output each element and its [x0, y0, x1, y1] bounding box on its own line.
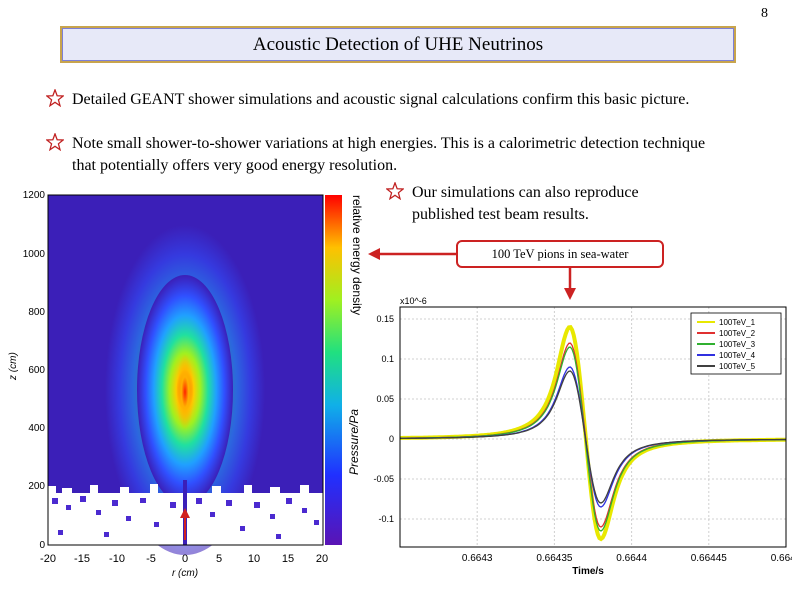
chart-legend: 100TeV_1 100TeV_2 100TeV_3 100TeV_4 100TeV_5 — [690, 312, 782, 375]
bullet-3: Our simulations can also reproduce publi… — [386, 182, 772, 226]
chart-xtick: 0.66445 — [691, 553, 728, 564]
bullet-1-text: Detailed GEANT shower simulations and ac… — [72, 91, 690, 108]
heatmap-ytick: 600 — [28, 365, 45, 376]
shower-heatmap: relative energy density 1200 1000 800 60… — [8, 190, 364, 579]
heatmap-yticks: 1200 1000 800 600 400 200 0 — [23, 190, 46, 551]
page-number: 8 — [761, 6, 768, 21]
callout-text: 100 TeV pions in sea-water — [491, 246, 629, 261]
heatmap-ytick: 200 — [28, 481, 45, 492]
chart-legend-label: 100TeV_1 — [719, 318, 756, 327]
chart-ylabel: Pressure/Pa — [347, 409, 361, 475]
heatmap-xtick: 0 — [182, 553, 188, 565]
heatmap-ytick: 800 — [28, 307, 45, 318]
chart-xtick: 0.6645 — [771, 553, 792, 564]
heatmap-frame — [47, 194, 324, 546]
arrow-to-chart-head — [564, 288, 576, 300]
heatmap-xtick: 5 — [216, 553, 222, 565]
heatmap-xtick: -10 — [109, 553, 125, 565]
chart-legend-label: 100TeV_5 — [719, 362, 756, 371]
heatmap-xtick: -15 — [74, 553, 90, 565]
chart-ticks: 0.6643 0.66435 0.6644 0.66445 0.6645 0.15 0.1 0… — [373, 314, 792, 564]
chart-ytick: 0.1 — [381, 354, 394, 364]
bullet-1: Detailed GEANT shower simulations and ac… — [46, 89, 752, 111]
heatmap-ytick: 400 — [28, 423, 45, 434]
chart-series — [400, 325, 786, 542]
heatmap-ylabel: z (cm) — [8, 352, 19, 381]
heatmap-ytick: 1000 — [23, 249, 46, 260]
chart-ytick: -0.05 — [373, 474, 394, 484]
chart-ytick: -0.1 — [378, 514, 394, 524]
chart-ytick: 0.05 — [376, 394, 394, 404]
bullet-2: Note small shower-to-shower variations a… — [46, 133, 712, 177]
beam-arrow-head — [180, 508, 190, 518]
callout-box: 100 TeV pions in sea-water — [456, 240, 664, 268]
star-bullet-icon — [46, 133, 64, 151]
heatmap-ytick: 0 — [39, 540, 45, 551]
chart-ytick: 0.15 — [376, 314, 394, 324]
colorbar — [325, 195, 342, 545]
heatmap-xtick: 15 — [282, 553, 294, 565]
heatmap-ytick: 1200 — [23, 190, 46, 201]
heatmap-xtick: 20 — [316, 553, 328, 565]
colorbar-label: relative energy density — [350, 195, 364, 315]
pressure-chart: Pressure/Pa x10^-6 Time/s 0.6643 0.66435 0… — [347, 296, 792, 577]
bullet-3-line-2: published test beam results. — [412, 206, 589, 223]
heatmap-bottom-fringe — [48, 484, 309, 494]
slide-title-text: Acoustic Detection of UHE Neutrinos — [252, 33, 544, 55]
heatmap-xtick: -20 — [40, 553, 56, 565]
slide-title: Acoustic Detection of UHE Neutrinos — [60, 26, 736, 63]
chart-xtick: 0.6644 — [616, 553, 647, 564]
star-bullet-icon — [46, 89, 64, 107]
bullet-2-text: Note small shower-to-shower variations a… — [72, 135, 706, 174]
heatmap-xticks: -20 -15 -10 -5 0 5 10 15 20 — [40, 553, 328, 565]
chart-ytick: 0 — [389, 434, 394, 444]
chart-legend-label: 100TeV_2 — [719, 329, 756, 338]
heatmap-xlabel: r (cm) — [172, 568, 198, 579]
chart-y-multiplier: x10^-6 — [400, 296, 427, 306]
arrow-to-heatmap-head — [368, 248, 380, 260]
chart-series-line — [400, 370, 786, 504]
heatmap-core — [176, 354, 194, 430]
chart-xtick: 0.66435 — [536, 553, 573, 564]
chart-legend-label: 100TeV_3 — [719, 340, 756, 349]
chart-xlabel: Time/s — [572, 566, 604, 577]
heatmap-xtick: -5 — [146, 553, 156, 565]
chart-frame — [399, 306, 787, 548]
heatmap-xtick: 10 — [248, 553, 260, 565]
chart-xtick: 0.6643 — [462, 553, 493, 564]
heatmap-speckle — [52, 496, 319, 539]
bullet-3-line-1: Our simulations can also reproduce — [412, 184, 639, 201]
star-bullet-icon — [386, 182, 404, 200]
chart-legend-label: 100TeV_4 — [719, 351, 756, 360]
